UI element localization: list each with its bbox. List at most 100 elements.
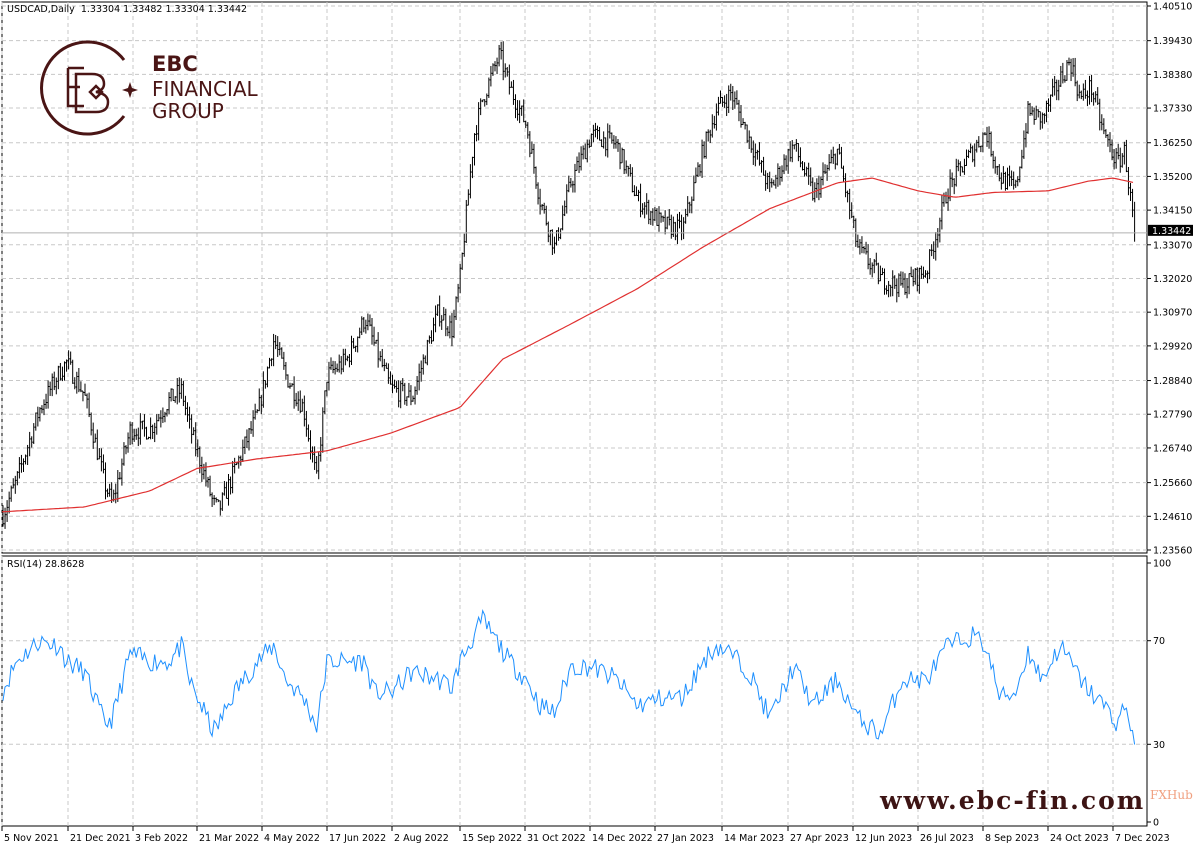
ohlc-bar [40, 405, 43, 414]
price-tick-label: 1.34150 [1153, 206, 1192, 217]
ohlc-bar [674, 221, 677, 241]
ohlc-bar [268, 357, 271, 369]
ohlc-bar [325, 381, 328, 397]
ohlc-bar [532, 143, 535, 174]
ohlc-bar [653, 207, 656, 221]
ohlc-bar [116, 470, 119, 502]
ohlc-bar [758, 142, 761, 166]
logo-text-ebc: EBC [152, 52, 198, 76]
ohlc-bar [4, 507, 7, 529]
ohlc-bar [1041, 112, 1044, 129]
ohlc-bar [362, 316, 365, 333]
ohlc-values: 1.33304 1.33482 1.33304 1.33442 [80, 4, 248, 15]
ohlc-bar [860, 236, 863, 254]
ohlc-bar [619, 143, 622, 170]
ohlc-bar [1006, 167, 1009, 190]
ohlc-bar [809, 167, 812, 187]
ohlc-bar [258, 388, 261, 412]
ohlc-bar [1024, 123, 1027, 148]
ohlc-bar [520, 105, 523, 116]
time-tick-label: 21 Mar 2022 [199, 833, 259, 844]
ohlc-bar [926, 270, 929, 284]
ohlc-bar [1012, 171, 1015, 190]
ohlc-bar [567, 175, 570, 193]
ohlc-bar [446, 326, 449, 337]
ohlc-bar [754, 143, 757, 167]
ohlc-bar [971, 145, 974, 163]
ohlc-bar [1031, 106, 1034, 116]
ohlc-bar [139, 413, 142, 445]
ohlc-bar [393, 379, 396, 389]
ohlc-bar [102, 454, 105, 474]
ohlc-bar [223, 480, 226, 496]
ohlc-bar [1045, 100, 1048, 123]
ohlc-bar [598, 126, 601, 141]
ohlc-bar [1121, 153, 1124, 168]
ohlc-bar [291, 383, 294, 387]
ohlc-bar [88, 392, 91, 418]
ohlc-bar [928, 249, 931, 280]
ohlc-bar [84, 383, 86, 396]
ohlc-bar [776, 163, 779, 187]
ohlc-bar [641, 203, 644, 215]
ohlc-bar [133, 428, 136, 442]
ohlc-bar [912, 269, 915, 287]
ohlc-bar [649, 210, 652, 225]
ohlc-bar [149, 417, 152, 440]
ohlc-bar [756, 149, 759, 160]
ohlc-bar [584, 143, 587, 160]
time-tick-label: 31 Oct 2022 [527, 833, 586, 844]
price-tick-label: 1.26740 [1153, 443, 1192, 454]
ohlc-bar [1102, 118, 1105, 135]
ohlc-bar [424, 355, 427, 364]
ebc-logo: EBC FINANCIAL GROUP [38, 38, 278, 138]
ohlc-bar [1098, 98, 1101, 131]
ohlc-bar [852, 215, 855, 229]
ohlc-bar [709, 129, 712, 144]
ohlc-bar [557, 227, 560, 241]
ohlc-bar [621, 147, 624, 164]
ohlc-bar [737, 99, 740, 122]
ohlc-bar [274, 334, 277, 350]
ohlc-bar [22, 458, 25, 473]
ohlc-bar [1055, 79, 1058, 101]
ohlc-bar [1035, 105, 1038, 120]
ohlc-bar [1018, 166, 1021, 183]
ohlc-bar [801, 161, 804, 171]
ohlc-bar [170, 388, 173, 402]
ohlc-bar [545, 205, 548, 226]
ohlc-bar [475, 125, 478, 142]
ohlc-bar [783, 154, 786, 175]
ohlc-bar [207, 476, 209, 488]
ohlc-bar [625, 160, 628, 174]
ohlc-bar [537, 182, 540, 205]
ohlc-bar [713, 115, 716, 129]
ohlc-bar [961, 166, 964, 173]
time-tick-label: 15 Sep 2022 [462, 833, 522, 844]
ohlc-bar [1084, 79, 1087, 99]
ohlc-bar [127, 432, 130, 453]
ohlc-bar [354, 345, 357, 352]
price-tick-label: 1.29920 [1153, 341, 1192, 352]
ohlc-bar [227, 474, 230, 506]
ohlc-bar [122, 442, 125, 466]
ohlc-bar [717, 96, 720, 116]
ohlc-bar [655, 208, 658, 226]
ohlc-bar [744, 121, 747, 130]
ohlc-bar [668, 209, 671, 226]
ohlc-bar [479, 98, 482, 116]
ohlc-bar [824, 164, 827, 175]
ohlc-bar [981, 132, 984, 153]
ohlc-bar [873, 259, 876, 274]
ohlc-bar [483, 99, 486, 107]
ohlc-bar [1086, 90, 1089, 107]
ohlc-bar [151, 424, 154, 439]
ohlc-bar [914, 268, 917, 285]
ohlc-bar [602, 131, 605, 149]
ohlc-bar [819, 176, 822, 198]
ohlc-bar [1059, 65, 1062, 87]
ohlc-bar [340, 356, 343, 375]
ohlc-bar [768, 171, 771, 193]
ohlc-bar [977, 136, 980, 148]
ohlc-bar [651, 208, 654, 226]
